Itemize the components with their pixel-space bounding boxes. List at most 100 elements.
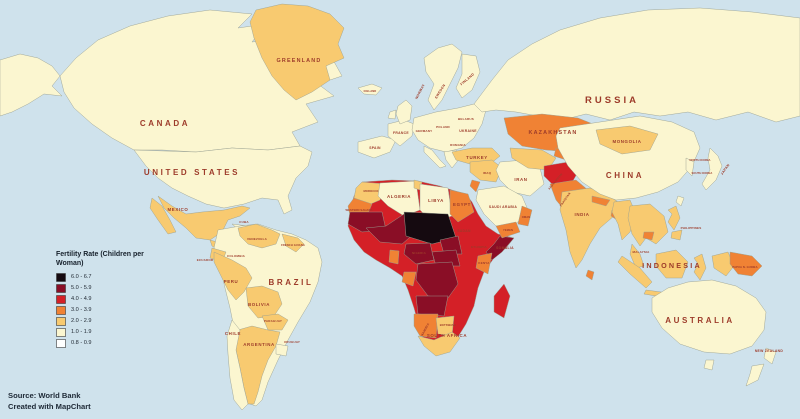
country-egypt[interactable]: [449, 189, 475, 223]
label-north-korea: NORTH KOREA: [689, 158, 710, 162]
country-chile[interactable]: [226, 319, 249, 411]
label-iraq: IRAQ: [483, 171, 492, 175]
label-colombia: COLOMBIA: [227, 254, 246, 258]
region-malay-peninsula[interactable]: [629, 243, 645, 269]
country-yemen[interactable]: [495, 221, 521, 239]
region-indochina[interactable]: [627, 203, 669, 247]
country-united-kingdom[interactable]: [395, 99, 413, 125]
country-new-zealand-north[interactable]: [763, 347, 777, 365]
country-italy[interactable]: [423, 145, 447, 169]
country-paraguay[interactable]: [261, 313, 289, 331]
country-philippines[interactable]: [667, 205, 681, 231]
legend-title-line2: Woman): [56, 259, 84, 267]
country-finland[interactable]: [455, 53, 481, 99]
island-west-papua[interactable]: [711, 251, 735, 277]
country-jordan-israel[interactable]: [469, 179, 481, 193]
label-venezuela: VENEZUELA: [247, 237, 268, 241]
label-united-states: UNITED STATES: [144, 168, 240, 177]
label-papua-new-guinea: PAPUA N. GUINEA: [732, 265, 757, 269]
label-argentina: ARGENTINA: [243, 342, 275, 347]
country-south-africa[interactable]: [417, 331, 461, 357]
country-alaska[interactable]: [0, 53, 63, 117]
country-cambodia[interactable]: [642, 231, 655, 241]
country-korea[interactable]: [685, 157, 695, 177]
legend-rows: 6.0 - 6.7 5.0 - 5.9 4.0 - 4.9 3.0 - 3.9 …: [56, 272, 174, 348]
label-namibia: NAMIBIA: [420, 322, 431, 337]
country-mexico[interactable]: [157, 195, 251, 241]
country-united-states[interactable]: [133, 145, 313, 215]
country-greenland[interactable]: [249, 3, 345, 101]
country-spain-portugal[interactable]: [357, 135, 397, 159]
country-ireland[interactable]: [387, 109, 397, 120]
label-norway: NORWAY: [414, 83, 426, 100]
country-madagascar[interactable]: [493, 283, 511, 319]
country-guyanas[interactable]: [281, 233, 305, 253]
country-somalia[interactable]: [485, 235, 515, 261]
country-nigeria[interactable]: [403, 242, 435, 265]
label-australia: AUSTRALIA: [665, 316, 735, 325]
legend-swatch: [56, 338, 66, 348]
legend-range: 0.8 - 0.9: [71, 340, 92, 346]
island-sumatra[interactable]: [617, 255, 653, 289]
country-dr-congo[interactable]: [415, 261, 459, 299]
country-uruguay[interactable]: [275, 343, 289, 357]
country-turkey[interactable]: [451, 147, 501, 165]
legend-item: 1.0 - 1.9: [56, 327, 174, 337]
source-line2: Created with MapChart: [8, 401, 91, 411]
country-bolivia[interactable]: [245, 285, 283, 319]
country-nepal[interactable]: [591, 195, 611, 207]
label-sudan: SUDAN: [457, 229, 471, 233]
country-chad-south[interactable]: [439, 235, 463, 255]
country-new-zealand-south[interactable]: [745, 363, 765, 387]
island-borneo[interactable]: [655, 249, 689, 279]
label-ukraine: UKRAINE: [459, 129, 477, 133]
label-south-africa: SOUTH AFRICA: [427, 333, 467, 338]
country-venezuela[interactable]: [237, 223, 281, 249]
country-japan[interactable]: [701, 147, 723, 191]
legend-item: 4.0 - 4.9: [56, 294, 174, 304]
country-peru[interactable]: [213, 251, 253, 301]
country-china[interactable]: [555, 115, 701, 201]
legend-range: 6.0 - 6.7: [71, 274, 92, 280]
label-libya: LIBYA: [428, 198, 444, 203]
legend-swatch: [56, 272, 66, 282]
country-cameroon-car[interactable]: [431, 249, 461, 267]
country-oman[interactable]: [517, 205, 533, 227]
country-taiwan[interactable]: [675, 195, 685, 207]
country-namibia[interactable]: [413, 313, 439, 339]
source-credit: Source: World Bank Created with MapChart: [8, 391, 91, 412]
legend-range: 1.0 - 1.9: [71, 329, 92, 335]
country-ghana[interactable]: [388, 249, 400, 265]
region-central-europe[interactable]: [411, 103, 487, 153]
country-australia[interactable]: [651, 279, 767, 355]
label-philippines: PHILIPPINES: [681, 226, 702, 230]
legend-swatch: [56, 283, 66, 293]
country-syria-iraq[interactable]: [469, 159, 503, 183]
country-papua-new-guinea[interactable]: [729, 251, 763, 277]
country-sri-lanka[interactable]: [585, 269, 595, 281]
country-mexico-baja[interactable]: [149, 197, 177, 235]
country-philippines-mindanao[interactable]: [670, 229, 683, 241]
legend-item: 6.0 - 6.7: [56, 272, 174, 282]
legend-swatch-rect: [56, 327, 66, 337]
legend-swatch-rect: [56, 305, 66, 315]
legend-swatch: [56, 327, 66, 337]
label-egypt: EGYPT: [453, 202, 471, 207]
legend-range: 2.0 - 2.9: [71, 318, 92, 324]
legend-range: 5.0 - 5.9: [71, 285, 92, 291]
country-mongolia[interactable]: [595, 125, 659, 155]
island-tasmania[interactable]: [703, 359, 715, 371]
country-gabon[interactable]: [401, 271, 417, 287]
legend-swatch-rect: [56, 294, 66, 304]
country-angola[interactable]: [415, 295, 449, 317]
label-botswana: BOTSWANA: [440, 323, 456, 327]
label-yemen: YEMEN: [503, 228, 513, 232]
country-iceland[interactable]: [357, 83, 383, 96]
label-uruguay: URUGUAY: [284, 340, 300, 344]
country-norway-sweden[interactable]: [423, 43, 463, 111]
country-kenya[interactable]: [475, 252, 493, 275]
island-sulawesi[interactable]: [693, 253, 707, 281]
label-nigeria: NIGERIA: [412, 251, 427, 255]
